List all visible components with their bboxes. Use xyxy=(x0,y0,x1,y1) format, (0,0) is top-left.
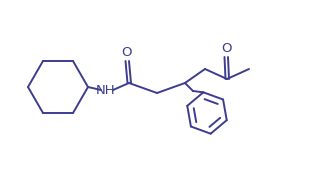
Text: O: O xyxy=(221,42,231,55)
Text: NH: NH xyxy=(96,84,116,98)
Text: O: O xyxy=(122,46,132,60)
